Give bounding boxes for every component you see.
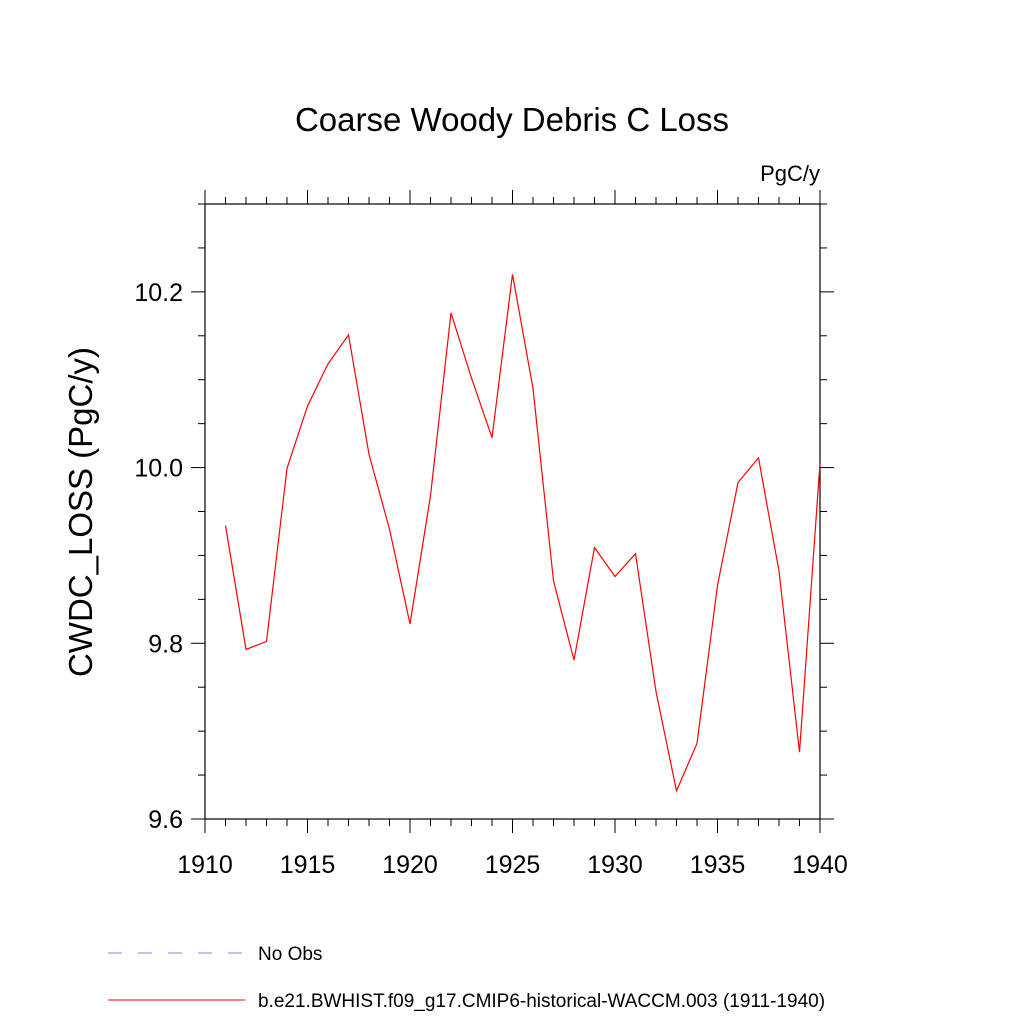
- y-axis: 9.6 9.8 10.0 10.2: [134, 203, 834, 834]
- y-tick-label: 10.2: [134, 279, 183, 307]
- chart-title: Coarse Woody Debris C Loss: [295, 101, 729, 138]
- x-axis: 1910 1915 1920 1925 1930 1935 1940: [177, 190, 848, 879]
- y-tick-label: 9.8: [148, 630, 183, 658]
- y-tick-label: 9.6: [148, 806, 183, 834]
- y-tick-label: 10.0: [134, 455, 183, 483]
- series-line: [224, 274, 821, 793]
- legend-label: b.e21.BWHIST.f09_g17.CMIP6-historical-WA…: [258, 991, 825, 1012]
- x-tick-label: 1915: [280, 851, 336, 879]
- units-label: PgC/y: [760, 161, 820, 186]
- legend: No Obs b.e21.BWHIST.f09_g17.CMIP6-histori…: [108, 944, 825, 1012]
- x-tick-label: 1935: [690, 851, 746, 879]
- x-tick-label: 1930: [587, 851, 643, 879]
- x-tick-label: 1910: [177, 851, 233, 879]
- x-tick-label: 1925: [485, 851, 541, 879]
- plot-frame: [204, 203, 821, 820]
- series-layer: [224, 274, 821, 793]
- legend-label: No Obs: [258, 944, 322, 965]
- x-tick-label: 1920: [382, 851, 438, 879]
- x-tick-label: 1940: [792, 851, 848, 879]
- y-axis-label: CWDC_LOSS (PgC/y): [62, 347, 99, 677]
